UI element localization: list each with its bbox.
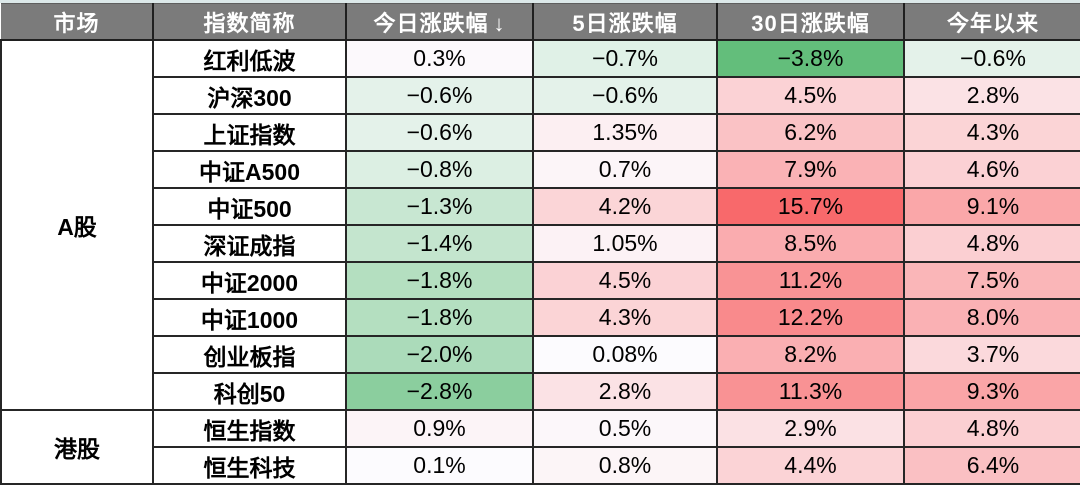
- change-value-cell: −0.6%: [345, 113, 534, 152]
- index-name-cell: 中证A500: [152, 150, 347, 189]
- table-body: A股 红利低波 0.3% −0.7% −3.8% −0.6% 沪深300 −0.6% −0.6%…: [0, 39, 1080, 485]
- change-value-cell: 4.6%: [903, 150, 1080, 189]
- header-label: 指数简称: [203, 10, 296, 36]
- top-edge-strip: [0, 0, 1080, 3]
- change-value-cell: 0.5%: [532, 409, 718, 448]
- change-value-cell: 1.05%: [532, 224, 718, 263]
- change-value-cell: 4.8%: [903, 224, 1080, 263]
- change-value-cell: −1.3%: [345, 187, 534, 226]
- change-value-cell: 0.08%: [532, 335, 718, 374]
- change-value-cell: 7.9%: [716, 150, 905, 189]
- change-value-cell: 0.1%: [345, 446, 534, 485]
- index-name-cell: 恒生科技: [152, 446, 347, 485]
- change-value-cell: −1.8%: [345, 298, 534, 337]
- table-row: 中证A500 −0.8% 0.7% 7.9% 4.6%: [1, 150, 1080, 189]
- index-name-cell: 沪深300: [152, 76, 347, 115]
- table-row: 科创50 −2.8% 2.8% 11.3% 9.3%: [1, 372, 1080, 411]
- index-name-cell: 科创50: [152, 372, 347, 411]
- index-name-cell: 红利低波: [152, 39, 347, 78]
- change-value-cell: 2.9%: [716, 409, 905, 448]
- header-label: 今年以来: [946, 10, 1039, 36]
- change-value-cell: 2.8%: [532, 372, 718, 411]
- change-value-cell: 4.3%: [532, 298, 718, 337]
- sort-descending-icon: ↓: [493, 10, 506, 36]
- market-group-cell: 港股: [0, 409, 154, 485]
- header-label: 30日涨跌幅: [751, 10, 870, 36]
- table-row: 中证2000 −1.8% 4.5% 11.2% 7.5%: [1, 261, 1080, 300]
- change-value-cell: 0.7%: [532, 150, 718, 189]
- change-value-cell: −0.6%: [532, 76, 718, 115]
- change-value-cell: 7.5%: [903, 261, 1080, 300]
- change-value-cell: 4.5%: [532, 261, 718, 300]
- header-cell-5day-change: 5日涨跌幅: [532, 3, 718, 41]
- header-row: 市场 指数简称 今日涨跌幅 ↓ 5日涨跌幅 30日涨跌幅 今年以来: [1, 3, 1080, 41]
- index-name-cell: 创业板指: [152, 335, 347, 374]
- change-value-cell: 0.8%: [532, 446, 718, 485]
- index-performance-table: 市场 指数简称 今日涨跌幅 ↓ 5日涨跌幅 30日涨跌幅 今年以来 A股: [0, 3, 1080, 485]
- change-value-cell: 9.3%: [903, 372, 1080, 411]
- change-value-cell: −3.8%: [716, 39, 905, 78]
- change-value-cell: −2.0%: [345, 335, 534, 374]
- change-value-cell: 3.7%: [903, 335, 1080, 374]
- change-value-cell: −0.6%: [345, 76, 534, 115]
- header-cell-market: 市场: [1, 3, 154, 41]
- change-value-cell: 4.8%: [903, 409, 1080, 448]
- change-value-cell: 4.4%: [716, 446, 905, 485]
- index-name-cell: 中证500: [152, 187, 347, 226]
- index-name-cell: 上证指数: [152, 113, 347, 152]
- table-row: 沪深300 −0.6% −0.6% 4.5% 2.8%: [1, 76, 1080, 115]
- table-row: 上证指数 −0.6% 1.35% 6.2% 4.3%: [1, 113, 1080, 152]
- change-value-cell: 6.2%: [716, 113, 905, 152]
- change-value-cell: 0.9%: [345, 409, 534, 448]
- change-value-cell: 8.5%: [716, 224, 905, 263]
- index-name-cell: 恒生指数: [152, 409, 347, 448]
- change-value-cell: 8.2%: [716, 335, 905, 374]
- change-value-cell: 4.2%: [532, 187, 718, 226]
- change-value-cell: 12.2%: [716, 298, 905, 337]
- change-value-cell: 11.3%: [716, 372, 905, 411]
- header-label: 5日涨跌幅: [572, 10, 678, 36]
- change-value-cell: 6.4%: [903, 446, 1080, 485]
- header-cell-index-name: 指数简称: [152, 3, 347, 41]
- header-label: 今日涨跌幅: [373, 10, 489, 36]
- change-value-cell: −0.8%: [345, 150, 534, 189]
- change-value-cell: 2.8%: [903, 76, 1080, 115]
- header-cell-today-change: 今日涨跌幅 ↓: [345, 3, 534, 41]
- index-name-cell: 中证1000: [152, 298, 347, 337]
- index-name-cell: 中证2000: [152, 261, 347, 300]
- change-value-cell: 11.2%: [716, 261, 905, 300]
- table-row: A股 红利低波 0.3% −0.7% −3.8% −0.6%: [0, 39, 1080, 411]
- header-label: 市场: [53, 10, 100, 36]
- change-value-cell: −1.4%: [345, 224, 534, 263]
- change-value-cell: −0.6%: [903, 39, 1080, 78]
- table-row: 恒生科技 0.1% 0.8% 4.4% 6.4%: [1, 446, 1080, 485]
- market-group-cell: A股: [0, 39, 154, 411]
- table-row: 港股 恒生指数 0.9% 0.5% 2.9% 4.8%: [0, 409, 1080, 485]
- table-row: 中证500 −1.3% 4.2% 15.7% 9.1%: [1, 187, 1080, 226]
- change-value-cell: 9.1%: [903, 187, 1080, 226]
- header-cell-ytd-change: 今年以来: [903, 3, 1080, 41]
- change-value-cell: 15.7%: [716, 187, 905, 226]
- change-value-cell: 4.3%: [903, 113, 1080, 152]
- change-value-cell: −2.8%: [345, 372, 534, 411]
- header-cell-30day-change: 30日涨跌幅: [716, 3, 905, 41]
- change-value-cell: 0.3%: [345, 39, 534, 78]
- table-row: 中证1000 −1.8% 4.3% 12.2% 8.0%: [1, 298, 1080, 337]
- change-value-cell: 8.0%: [903, 298, 1080, 337]
- change-value-cell: 4.5%: [716, 76, 905, 115]
- change-value-cell: 1.35%: [532, 113, 718, 152]
- table-row: 深证成指 −1.4% 1.05% 8.5% 4.8%: [1, 224, 1080, 263]
- change-value-cell: −0.7%: [532, 39, 718, 78]
- table-row: 创业板指 −2.0% 0.08% 8.2% 3.7%: [1, 335, 1080, 374]
- change-value-cell: −1.8%: [345, 261, 534, 300]
- index-name-cell: 深证成指: [152, 224, 347, 263]
